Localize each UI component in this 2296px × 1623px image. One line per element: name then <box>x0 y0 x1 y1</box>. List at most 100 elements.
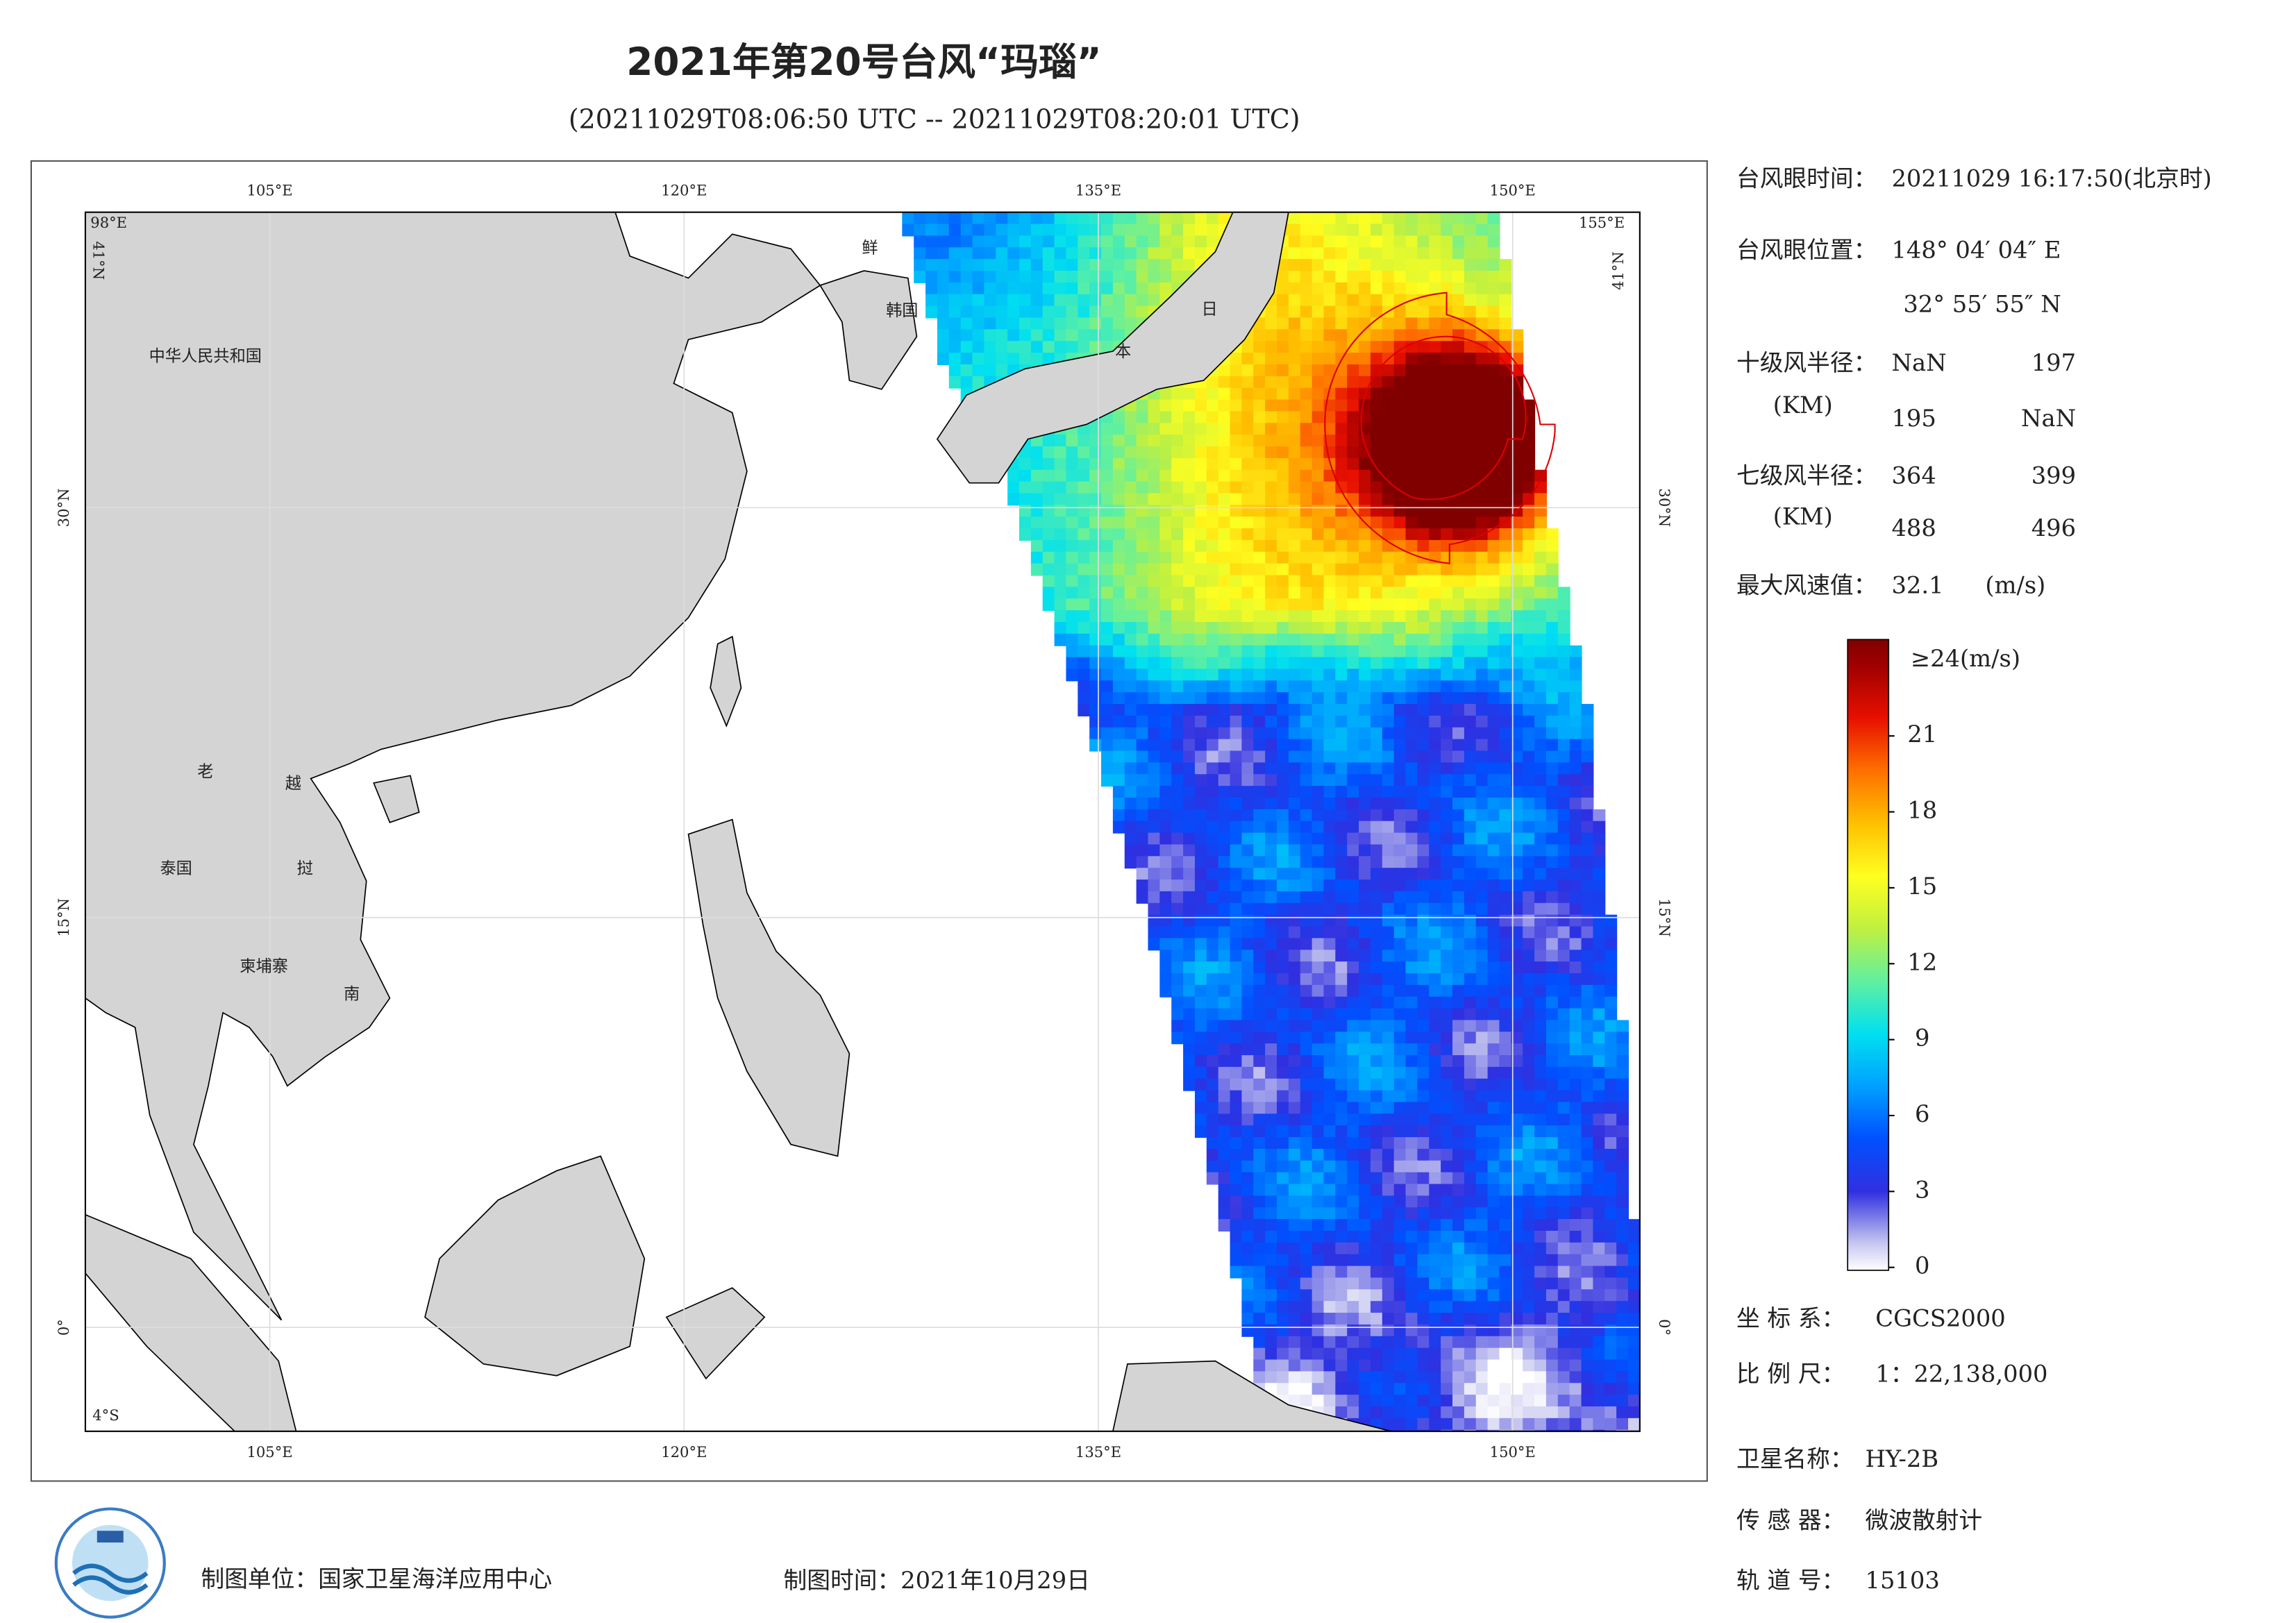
wind-cell <box>1523 411 1536 424</box>
wind-cell <box>1148 914 1161 927</box>
colorbar-label: 15 <box>1907 873 1937 900</box>
wind-cell <box>1359 1289 1372 1302</box>
wind-cell <box>1511 1078 1524 1091</box>
wind-cell <box>1277 868 1289 881</box>
wind-cell <box>1393 621 1407 634</box>
wind-cell <box>1312 902 1325 916</box>
wind-cell <box>1417 868 1430 881</box>
wind-cell <box>1277 891 1289 904</box>
wind-cell <box>1382 1113 1395 1127</box>
wind-cell <box>1499 1324 1512 1337</box>
wind-cell <box>1265 329 1278 342</box>
wind-cell <box>1499 880 1512 892</box>
wind-cell <box>1475 938 1489 951</box>
wind-cell <box>1288 587 1301 600</box>
wind-cell <box>1241 633 1255 646</box>
wind-cell <box>1230 1125 1243 1138</box>
wind-cell <box>1499 1020 1512 1033</box>
wind-cell <box>1511 598 1524 612</box>
wind-cell <box>1300 341 1313 354</box>
wind-cell <box>1393 528 1407 541</box>
wind-cell <box>1382 1347 1395 1361</box>
wind-cell <box>1487 1043 1500 1057</box>
wind-cell <box>1148 539 1161 553</box>
wind-cell <box>1300 1137 1313 1150</box>
wind-cell <box>1452 880 1465 892</box>
wind-cell <box>1112 493 1125 506</box>
wind-cell <box>1370 762 1383 775</box>
wind-cell <box>1194 212 1207 225</box>
wind-cell <box>1241 399 1255 412</box>
wind-cell <box>1347 832 1360 846</box>
wind-cell <box>1464 1371 1477 1384</box>
wind-cell <box>1429 1160 1442 1173</box>
wind-cell <box>1288 856 1301 869</box>
wind-cell <box>1277 353 1289 365</box>
wind-cell <box>1347 891 1360 904</box>
wind-cell <box>1370 1125 1383 1138</box>
colorbar-label: 3 <box>1915 1176 1929 1203</box>
wind-cell <box>1265 1313 1278 1325</box>
wind-cell <box>1159 224 1173 237</box>
wind-cell <box>1300 1078 1313 1091</box>
wind-cell <box>1089 305 1103 319</box>
wind-cell <box>1475 1359 1489 1372</box>
wind-cell <box>1487 762 1500 775</box>
wind-cell <box>1417 1371 1430 1384</box>
wind-cell <box>1441 1265 1454 1279</box>
wind-cell <box>1523 1008 1536 1021</box>
wind-cell <box>1335 821 1348 834</box>
wind-cell <box>1511 1102 1524 1115</box>
wind-cell <box>1347 235 1360 249</box>
wind-cell <box>1347 1347 1360 1361</box>
wind-cell <box>1405 774 1418 787</box>
wind-cell <box>1464 1148 1477 1161</box>
wind-cell <box>1534 996 1547 1009</box>
wind-cell <box>1359 996 1372 1009</box>
wind-cell <box>1523 914 1536 927</box>
wind-cell <box>1441 692 1454 705</box>
wind-cell <box>1230 715 1243 728</box>
wind-cell <box>1277 657 1289 670</box>
wind-cell <box>1499 762 1512 775</box>
wind-cell <box>1569 856 1582 869</box>
wind-cell <box>1347 961 1360 975</box>
wind-cell <box>1312 1231 1325 1243</box>
wind-cell <box>1323 715 1336 728</box>
wind-cell <box>1569 715 1582 728</box>
wind-cell <box>1464 774 1477 787</box>
wind-cell <box>1511 809 1524 822</box>
wind-cell <box>1171 1008 1184 1021</box>
wind-cell <box>1464 294 1477 307</box>
wind-cell <box>1569 1090 1582 1103</box>
wind-cell <box>1441 1078 1454 1091</box>
wind-cell <box>1323 832 1336 846</box>
wind-cell <box>1288 739 1301 752</box>
wind-cell <box>1323 1032 1336 1045</box>
wind-cell <box>1393 704 1407 716</box>
wind-cell <box>1066 282 1079 295</box>
wind-cell <box>1569 950 1582 963</box>
wind-cell <box>1265 457 1278 471</box>
wind-cell <box>1429 224 1442 237</box>
wind-cell <box>1627 1406 1640 1419</box>
wind-cell <box>1159 516 1173 530</box>
wind-cell <box>1417 1160 1430 1173</box>
wind-cell <box>1534 1347 1547 1361</box>
wind-cell <box>972 364 985 377</box>
wind-cell <box>1487 1172 1500 1185</box>
wind-cell <box>1417 797 1430 810</box>
wind-cell <box>1136 446 1149 459</box>
wind-cell <box>1230 739 1243 752</box>
wind-cell <box>1112 469 1125 482</box>
wind-cell <box>1370 1078 1383 1091</box>
wind-cell <box>1405 539 1418 553</box>
wind-cell <box>1194 1055 1207 1068</box>
wind-cell <box>1523 1102 1536 1115</box>
wind-cell <box>1042 259 1055 272</box>
wind-cell <box>1230 657 1243 670</box>
wind-cell <box>1429 1172 1442 1185</box>
wind-cell <box>1183 481 1196 494</box>
wind-cell <box>1464 621 1477 634</box>
wind-cell <box>1112 715 1125 728</box>
